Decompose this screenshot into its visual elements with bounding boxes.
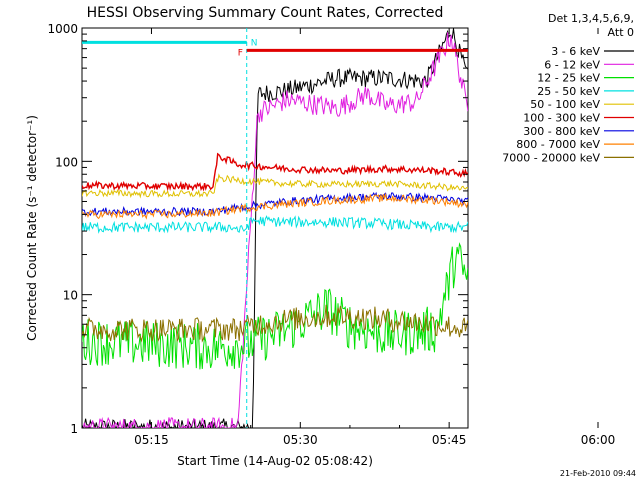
legend-label-1: 6 - 12 keV bbox=[544, 58, 600, 71]
legend-label-7: 800 - 7000 keV bbox=[516, 138, 600, 151]
x-tick-label-0: 05:15 bbox=[134, 433, 169, 447]
chart-title: HESSI Observing Summary Count Rates, Cor… bbox=[87, 5, 444, 21]
x-axis-label: Start Time (14-Aug-02 05:08:42) bbox=[177, 454, 373, 468]
flag-label-F: F bbox=[238, 48, 243, 58]
series-line-50-100keV bbox=[82, 173, 468, 199]
series-line-800-7000keV bbox=[82, 192, 468, 220]
series-line-6-12keV bbox=[82, 32, 468, 428]
footer-date: 21-Feb-2010 09:44 bbox=[560, 469, 636, 478]
y-axis-ticks: 1 10 100 1000 bbox=[47, 22, 468, 436]
x-tick-label-1: 05:30 bbox=[283, 433, 318, 447]
y-tick-label-2: 100 bbox=[55, 155, 78, 169]
legend-label-6: 300 - 800 keV bbox=[523, 125, 600, 138]
series-line-25-50keV bbox=[82, 215, 468, 234]
y-tick-label-0: 1 bbox=[70, 422, 78, 436]
legend-label-3: 25 - 50 keV bbox=[537, 85, 600, 98]
plot-series-layer bbox=[82, 28, 468, 428]
x-tick-label-2: 05:45 bbox=[432, 433, 467, 447]
legend-label-0: 3 - 6 keV bbox=[551, 45, 600, 58]
legend-header-line-1: Det 1,3,4,5,6,9, bbox=[548, 12, 634, 25]
series-line-12-25keV bbox=[82, 242, 468, 370]
legend-label-4: 50 - 100 keV bbox=[530, 98, 600, 111]
legend-label-8: 7000 - 20000 keV bbox=[502, 151, 600, 164]
series-line-300-800keV bbox=[82, 191, 468, 217]
series-line-100-300keV bbox=[82, 152, 468, 192]
flag-label-N: N bbox=[251, 38, 258, 48]
x-tick-label-3: 06:00 bbox=[581, 433, 616, 447]
plot-area: NF bbox=[81, 27, 469, 429]
y-tick-label-3: 1000 bbox=[47, 22, 78, 36]
y-axis-label: Corrected Count Rate (s⁻¹ detector⁻¹) bbox=[25, 115, 39, 341]
legend-label-5: 100 - 300 keV bbox=[523, 112, 600, 125]
y-tick-label-1: 10 bbox=[63, 289, 78, 303]
legend-label-2: 12 - 25 keV bbox=[537, 72, 600, 85]
series-line-7000-20000keV bbox=[82, 304, 468, 343]
legend-header-line-2: Att 0 bbox=[608, 26, 634, 39]
